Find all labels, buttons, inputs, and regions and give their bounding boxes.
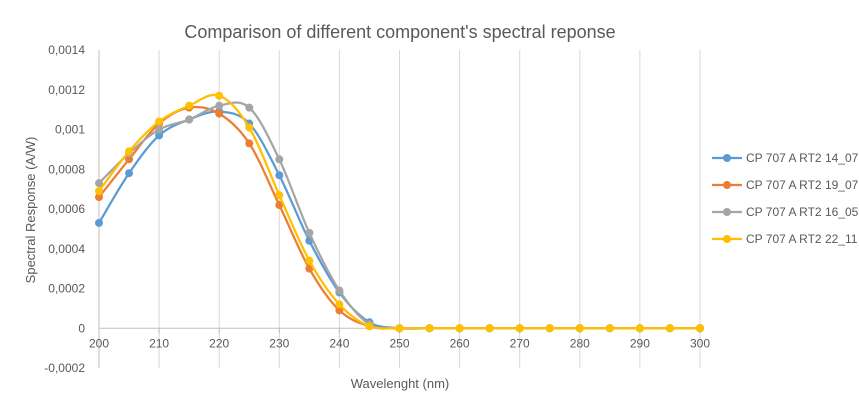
- data-point: [245, 123, 254, 132]
- y-tick-label: -0,0002: [44, 361, 85, 375]
- x-tick-label: 280: [570, 336, 590, 350]
- data-point: [605, 324, 614, 333]
- data-point: [95, 187, 103, 196]
- data-point: [425, 324, 434, 333]
- data-point: [215, 109, 224, 118]
- y-tick-label: 0,0006: [48, 202, 85, 216]
- y-tick-label: 0,0004: [48, 242, 85, 256]
- legend-swatch-marker: [723, 181, 731, 189]
- data-point: [155, 125, 164, 134]
- x-tick-label: 240: [329, 336, 349, 350]
- y-tick-labels: -0,0002 0 0,0002 0,0004 0,0006 0,0008 0,001 0,0…: [44, 43, 85, 375]
- data-point: [95, 179, 103, 188]
- data-point: [125, 147, 134, 156]
- data-point: [305, 264, 314, 273]
- x-tick-label: 270: [510, 336, 530, 350]
- x-tick-label: 290: [630, 336, 650, 350]
- x-tick-label: 230: [269, 336, 289, 350]
- data-point: [245, 139, 254, 148]
- y-tick-label: 0,0008: [48, 162, 85, 176]
- data-point: [275, 155, 284, 164]
- data-point: [395, 324, 404, 333]
- data-point: [455, 324, 464, 333]
- data-point: [275, 171, 284, 180]
- data-point: [305, 228, 314, 237]
- data-point: [95, 218, 103, 227]
- legend-label: CP 707 A RT2 22_11: [746, 232, 858, 246]
- legend-swatch-marker: [723, 154, 731, 162]
- x-tick-label: 210: [149, 336, 169, 350]
- data-point: [665, 324, 674, 333]
- data-point: [125, 169, 134, 178]
- data-point: [185, 115, 194, 124]
- legend-label: CP 707 A RT2 14_07: [746, 151, 859, 165]
- x-tick-labels: 200 210 220 230 240 250 260 270 280 290 300: [89, 336, 710, 350]
- legend-swatch-marker: [723, 208, 731, 216]
- y-axis-title: Spectral Response (A/W): [23, 137, 38, 284]
- series-4: [95, 91, 704, 333]
- legend-label: CP 707 A RT2 19_07: [746, 178, 859, 192]
- data-point: [275, 191, 284, 200]
- legend: CP 707 A RT2 14_07 CP 707 A RT2 19_07 CP 7…: [712, 151, 859, 246]
- x-tick-label: 250: [389, 336, 409, 350]
- x-tick-label: 220: [209, 336, 229, 350]
- data-point: [95, 193, 103, 202]
- data-point: [635, 324, 644, 333]
- legend-item: CP 707 A RT2 19_07: [712, 178, 859, 192]
- data-point: [185, 101, 194, 110]
- data-point: [155, 131, 164, 140]
- data-point: [215, 101, 224, 110]
- x-tick-label: 260: [450, 336, 470, 350]
- legend-swatch-marker: [723, 235, 731, 243]
- data-point: [305, 256, 314, 265]
- data-point: [335, 300, 344, 309]
- chart-title: Comparison of different component's spec…: [184, 22, 615, 42]
- legend-item: CP 707 A RT2 14_07: [712, 151, 859, 165]
- data-point: [275, 201, 284, 210]
- legend-label: CP 707 A RT2 16_05: [746, 205, 859, 219]
- y-tick-label: 0,0002: [48, 282, 85, 296]
- data-point: [515, 324, 524, 333]
- data-point: [575, 324, 584, 333]
- data-point: [696, 324, 704, 333]
- x-tick-label: 300: [690, 336, 710, 350]
- x-tick-label: 200: [89, 336, 109, 350]
- legend-item: CP 707 A RT2 16_05: [712, 205, 859, 219]
- legend-item: CP 707 A RT2 22_11: [712, 232, 858, 246]
- data-point: [545, 324, 554, 333]
- data-point: [155, 117, 164, 126]
- y-tick-label: 0,0014: [48, 43, 85, 57]
- data-point: [215, 91, 224, 100]
- y-tick-label: 0: [78, 321, 85, 335]
- data-point: [125, 155, 134, 164]
- data-point: [335, 286, 344, 295]
- data-point: [245, 103, 254, 112]
- y-tick-label: 0,001: [55, 123, 85, 137]
- series-lines: [95, 91, 704, 333]
- x-axis-title: Wavelenght (nm): [351, 376, 450, 391]
- data-point: [365, 322, 374, 331]
- data-point: [485, 324, 494, 333]
- y-tick-label: 0,0012: [48, 83, 85, 97]
- data-point: [335, 306, 344, 315]
